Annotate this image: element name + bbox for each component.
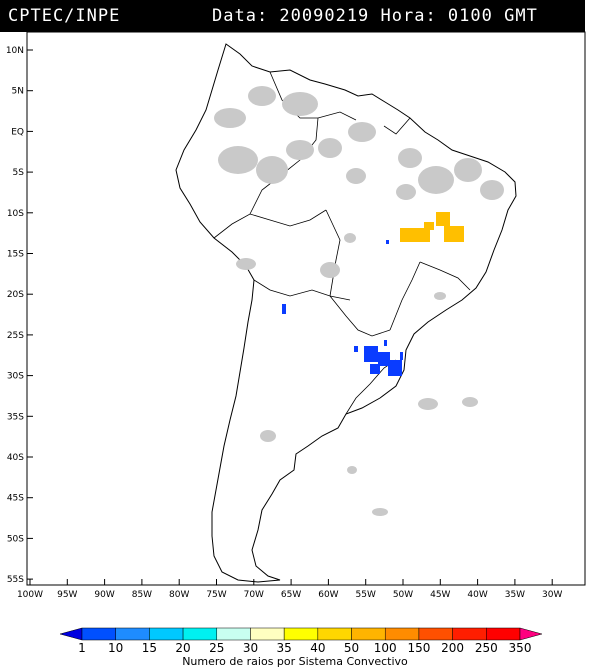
legend-value: 250 — [475, 641, 498, 655]
map-header: CPTEC/INPE Data: 20090219 Hora: 0100 GMT — [0, 0, 585, 32]
longitude-axis: 100W 95W 90W 85W 80W 75W 70W 65W 60W 55W 50W 45W 40W… — [17, 579, 562, 600]
lon-tick-label: 50W — [393, 590, 413, 600]
legend-value: 350 — [509, 641, 532, 655]
cloud-areas — [214, 86, 504, 516]
legend-caption: Numero de raios por Sistema Convectivo — [182, 655, 408, 668]
legend-swatch — [384, 627, 420, 641]
lat-tick-label: 5N — [12, 87, 24, 97]
legend-colorbar — [59, 627, 543, 641]
low-lightning-cells — [282, 240, 403, 376]
legend-swatch — [81, 627, 116, 641]
legend-swatch — [283, 627, 319, 641]
lon-tick-label: 35W — [505, 590, 525, 600]
legend-value: 50 — [344, 641, 359, 655]
lat-tick-label: 45S — [7, 494, 24, 504]
lon-tick-label: 100W — [17, 590, 43, 600]
legend-value: 35 — [277, 641, 292, 655]
lat-tick-label: 15S — [7, 250, 24, 260]
legend-value: 30 — [243, 641, 258, 655]
legend-swatch — [115, 627, 150, 641]
legend-swatch — [216, 627, 251, 641]
lon-tick-label: 65W — [281, 590, 301, 600]
high-lightning-cells — [400, 212, 464, 242]
lat-tick-label: 20S — [7, 290, 24, 300]
lat-tick-label: 10S — [7, 209, 24, 219]
lat-tick-label: 10N — [6, 46, 24, 56]
legend-swatch — [149, 627, 184, 641]
lon-tick-label: 80W — [169, 590, 189, 600]
legend-value: 100 — [374, 641, 397, 655]
lat-tick-label: 25S — [7, 331, 24, 341]
lon-tick-label: 30W — [542, 590, 562, 600]
lon-tick-label: 40W — [467, 590, 487, 600]
south-america-outline — [175, 43, 517, 583]
legend-values: 1 10 15 20 25 30 35 40 50 100 150 200 250 350 — [78, 641, 531, 655]
lat-tick-label: 40S — [7, 453, 24, 463]
legend-value: 15 — [142, 641, 157, 655]
lon-tick-label: 45W — [430, 590, 450, 600]
legend-arrow-right — [519, 627, 543, 641]
lat-tick-label: EQ — [11, 127, 24, 137]
legend-value: 40 — [310, 641, 325, 655]
lon-tick-label: 90W — [94, 590, 114, 600]
lat-tick-label: 50S — [7, 534, 24, 544]
legend-value: 150 — [407, 641, 430, 655]
legend-value: 1 — [78, 641, 86, 655]
legend-value: 10 — [108, 641, 123, 655]
legend-value: 25 — [209, 641, 224, 655]
lat-tick-label: 55S — [7, 575, 24, 585]
legend-swatch — [250, 627, 285, 641]
map-frame — [26, 31, 586, 586]
lon-tick-label: 95W — [57, 590, 77, 600]
lat-tick-label: 30S — [7, 372, 24, 382]
lon-tick-label: 75W — [206, 590, 226, 600]
legend-value: 200 — [441, 641, 464, 655]
lat-tick-label: 5S — [13, 168, 25, 178]
legend-swatch — [182, 627, 218, 641]
lat-tick-label: 35S — [7, 412, 24, 422]
legend-swatch — [418, 627, 453, 641]
legend-swatch — [317, 627, 352, 641]
source-label: CPTEC/INPE — [8, 6, 121, 26]
lon-tick-label: 55W — [356, 590, 376, 600]
datetime-label: Data: 20090219 Hora: 0100 GMT — [212, 6, 538, 26]
legend-swatch — [351, 627, 386, 641]
lon-tick-label: 85W — [132, 590, 152, 600]
legend-arrow-left — [59, 627, 83, 641]
lon-tick-label: 60W — [318, 590, 338, 600]
latitude-axis: 10N 5N EQ 5S 10S 15S 20S 25S 30S 35S 40S 45S 50S 55S — [6, 46, 33, 585]
legend-swatch — [452, 627, 487, 641]
lon-tick-label: 70W — [244, 590, 264, 600]
legend-value: 20 — [175, 641, 190, 655]
legend-swatch — [486, 627, 521, 641]
